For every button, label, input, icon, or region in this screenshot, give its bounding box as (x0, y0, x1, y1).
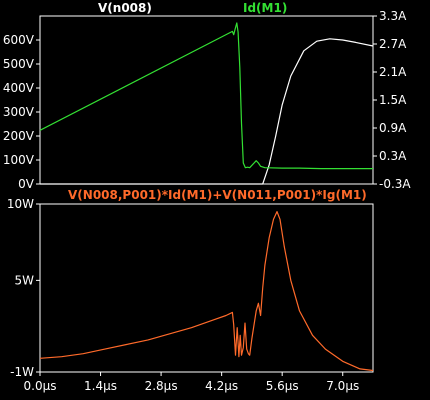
top-left-tick-label: 500V (3, 57, 35, 71)
top-left-tick-label: 600V (3, 33, 35, 47)
bottom-left-tick-label: 10W (7, 197, 34, 211)
top-left-tick-label: 200V (3, 129, 35, 143)
time-tick-label: 1.4µs (84, 379, 117, 393)
trace-title-id-m1[interactable]: Id(M1) (243, 1, 287, 15)
top-left-tick-label: 300V (3, 105, 35, 119)
bottom-pane-frame (39, 203, 374, 373)
top-right-tick-label: 1.5A (379, 93, 407, 107)
top-right-tick-label: 0.3A (379, 149, 407, 163)
time-tick-label: 4.2µs (205, 379, 238, 393)
series-line-v-n008 (40, 38, 374, 185)
top-right-tick-label: 2.1A (379, 65, 407, 79)
top-left-axis: 600V 500V 400V 300V 200V 100V 0V (3, 33, 40, 191)
top-right-tick-label: -0.3A (379, 177, 411, 191)
top-left-tick-label: 100V (3, 153, 35, 167)
top-series-group (39, 22, 374, 185)
series-line-id-m1 (39, 22, 373, 170)
time-axis: 0.0µs 1.4µs 2.8µs 4.2µs 5.6µs 7.0µs (24, 372, 359, 393)
trace-title-v-n008[interactable]: V(n008) (98, 1, 152, 15)
time-tick-label: 0.0µs (24, 379, 57, 393)
top-right-tick-label: 0.9A (379, 121, 407, 135)
time-tick-label: 5.6µs (266, 379, 299, 393)
bottom-left-tick-label: -1W (10, 365, 34, 379)
bottom-pane: V(N008,P001)*Id(M1)+V(N011,P001)*Ig(M1) … (7, 188, 374, 393)
bottom-left-tick-label: 5W (15, 273, 35, 287)
bottom-left-axis: 10W 5W -1W (7, 197, 40, 379)
top-right-tick-label: 2.7A (379, 37, 407, 51)
top-right-tick-label: 3.3A (379, 9, 407, 23)
time-tick-label: 7.0µs (326, 379, 359, 393)
time-tick-label: 2.8µs (145, 379, 178, 393)
series-line-power (39, 211, 374, 372)
top-right-axis: 3.3A 2.7A 2.1A 1.5A 0.9A 0.3A -0.3A (373, 9, 411, 191)
top-pane: V(n008) Id(M1) 600V 500V 400V 300V 200V 100V 0… (3, 1, 412, 191)
top-left-tick-label: 0V (18, 177, 35, 191)
trace-title-power[interactable]: V(N008,P001)*Id(M1)+V(N011,P001)*Ig(M1) (68, 188, 367, 202)
top-left-tick-label: 400V (3, 81, 35, 95)
bottom-series-group (39, 211, 374, 372)
